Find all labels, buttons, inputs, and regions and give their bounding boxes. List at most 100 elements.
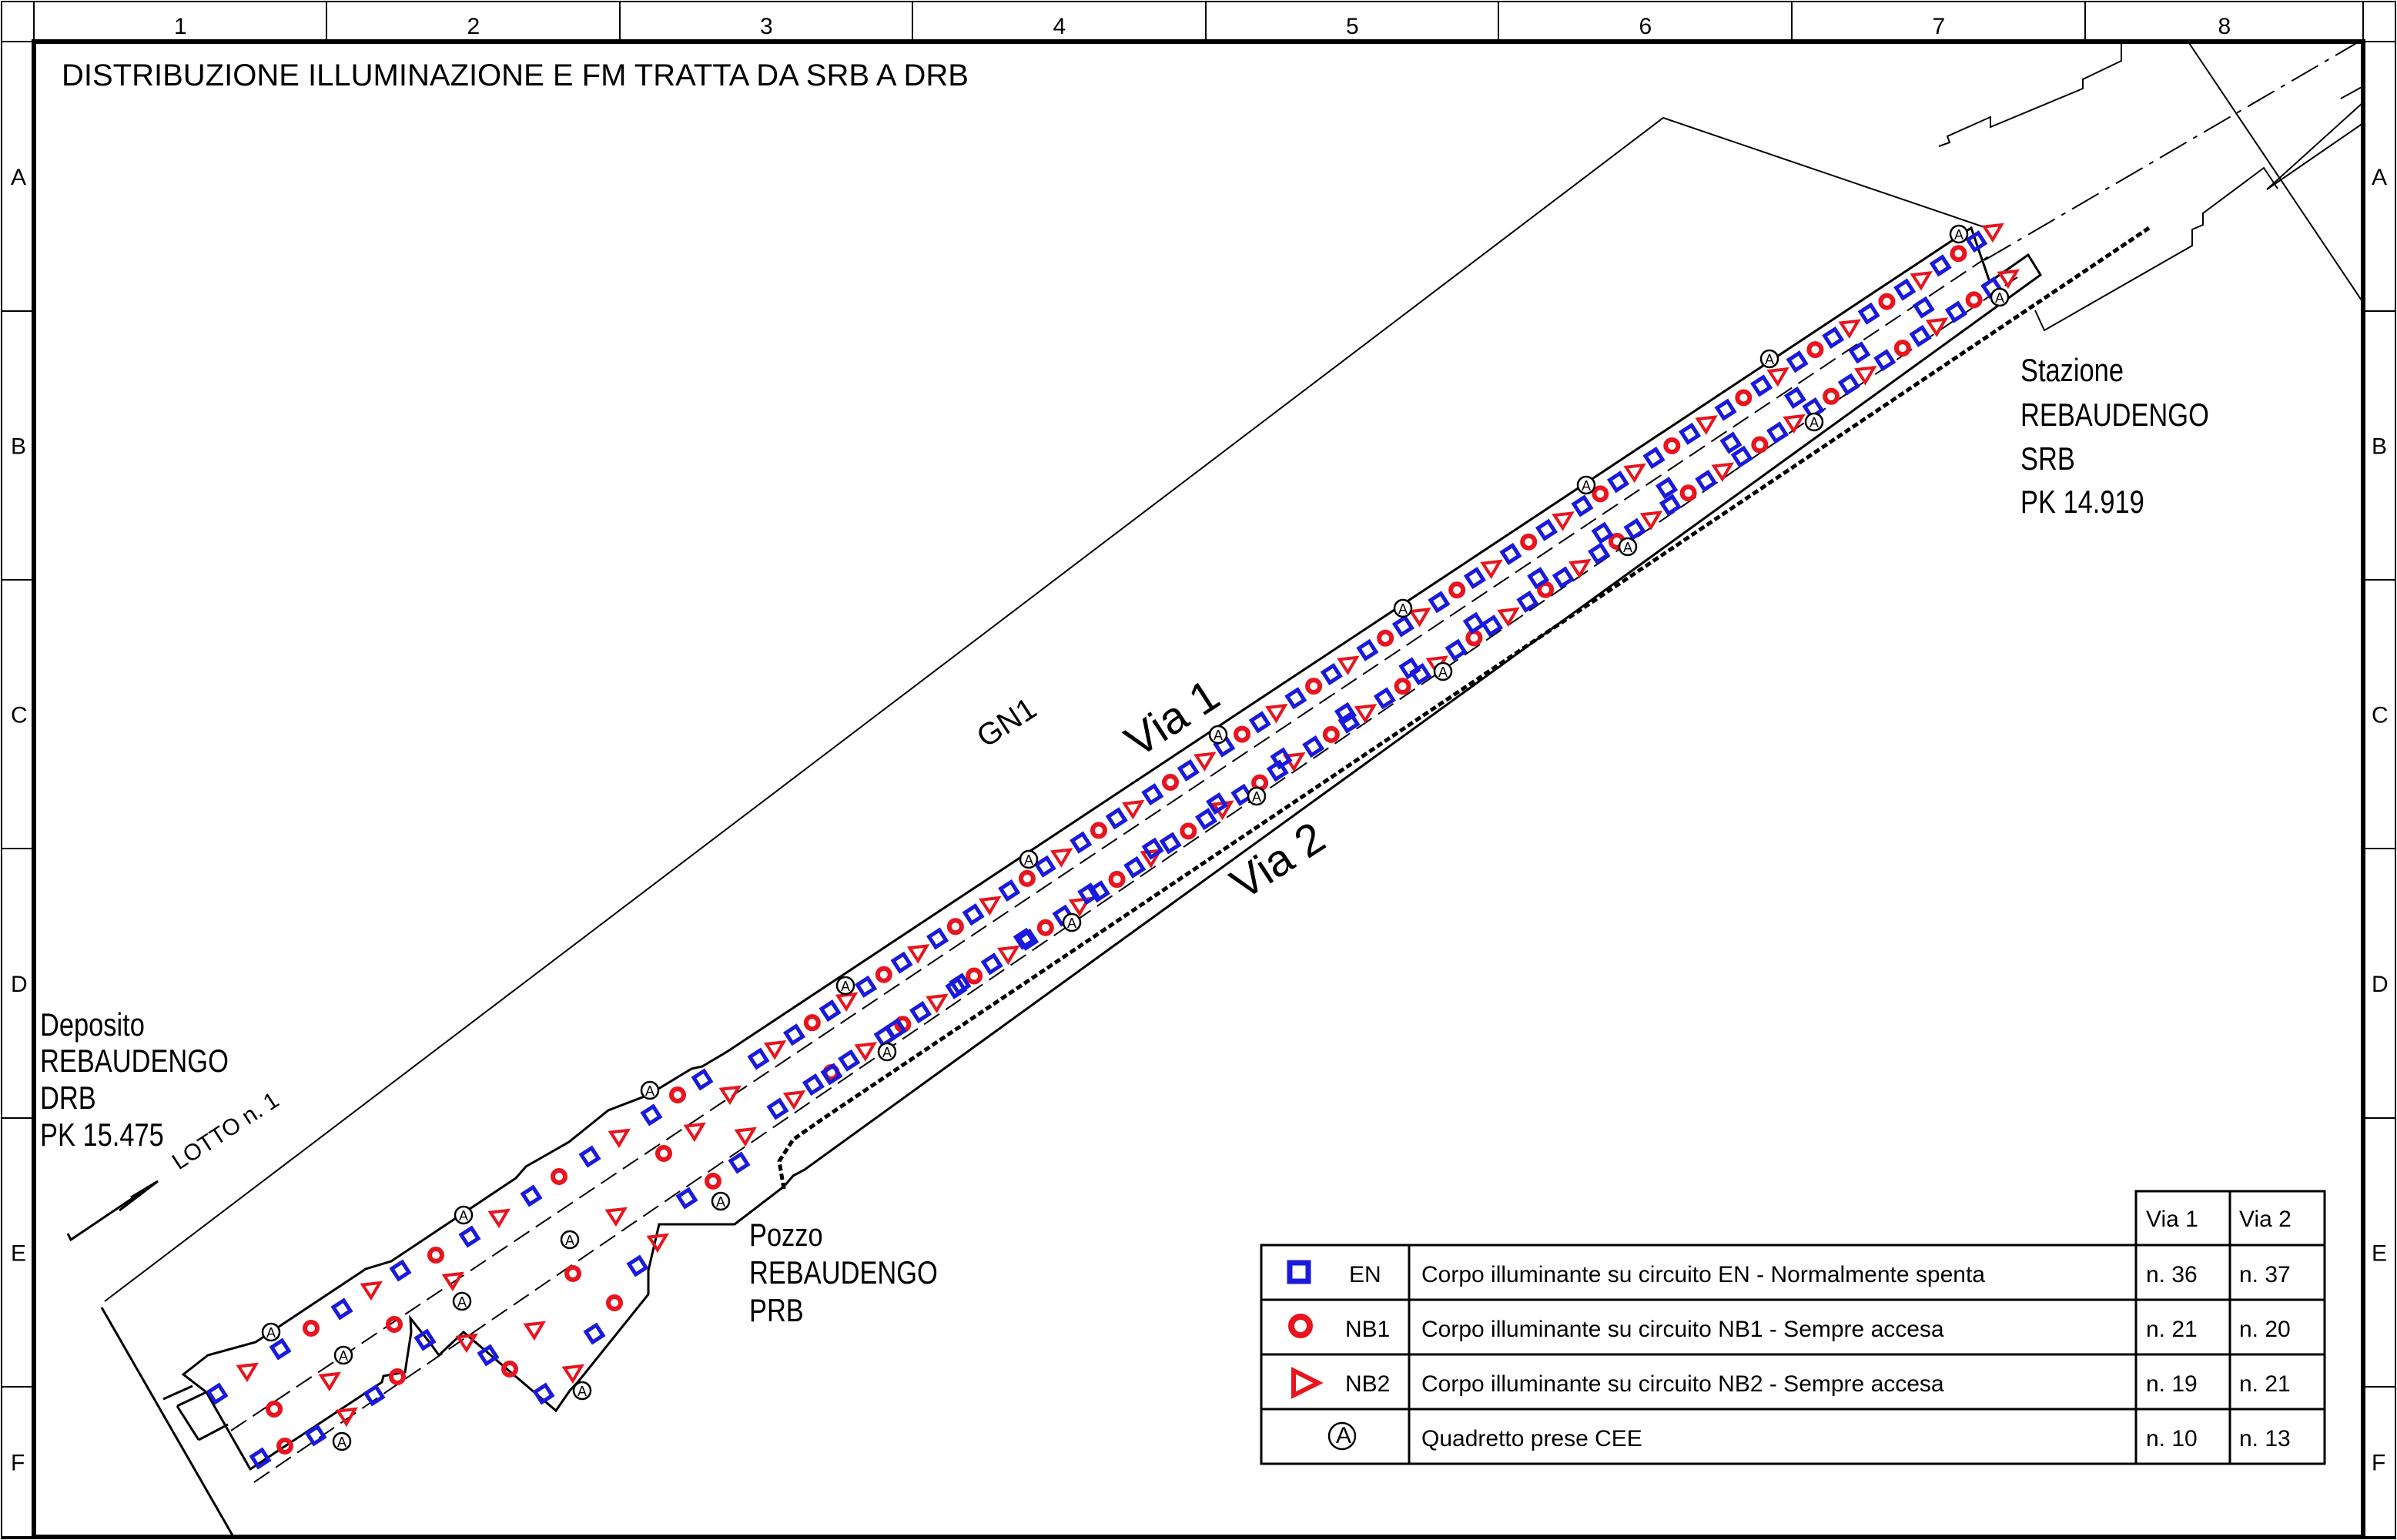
en-fixture-icon <box>1391 614 1414 638</box>
svg-text:A: A <box>1954 227 1963 243</box>
nb1-fixture-icon <box>1537 581 1555 598</box>
nb1-fixture-icon <box>1322 725 1340 743</box>
en-fixture-icon <box>820 1063 843 1086</box>
en-fixture-icon <box>1912 296 1935 319</box>
en-fixture-icon <box>747 1047 770 1070</box>
a-socket-icon: A <box>333 1345 353 1365</box>
nb1-fixture-icon <box>669 1086 686 1103</box>
legend-table: Via 1 Via 2 EN Corpo illuminante su circ… <box>1260 1190 2326 1465</box>
lotto-arrow <box>66 1180 159 1242</box>
a-socket-icon: A <box>640 1080 660 1100</box>
nb1-fixture-icon <box>1394 678 1411 695</box>
en-fixture-icon <box>1141 783 1164 806</box>
en-fixture-icon <box>1481 614 1504 638</box>
nb2-fixture-icon <box>1838 319 1861 339</box>
nb1-fixture-icon <box>1108 871 1126 889</box>
en-fixture-icon <box>520 1184 543 1207</box>
grid-row-label: F <box>2372 1451 2385 1476</box>
en-fixture-icon <box>1123 855 1147 879</box>
en-fixture-icon <box>1087 880 1110 903</box>
en-fixture-icon <box>1527 567 1550 590</box>
svg-text:A: A <box>1252 789 1261 805</box>
legend-en-via1: n. 36 <box>2146 1262 2198 1287</box>
lotto-label: LOTTO n. 1 <box>168 1087 283 1175</box>
svg-text:A: A <box>1438 665 1448 680</box>
nb2-fixture-icon <box>561 1364 584 1384</box>
nb2-fixture-icon <box>1997 269 2020 290</box>
nb1-fixture-icon <box>1735 389 1753 407</box>
en-fixture-icon <box>962 903 985 926</box>
en-fixture-icon <box>884 1017 907 1040</box>
grid-column-label: 6 <box>1639 14 1652 39</box>
svg-text:A: A <box>1995 290 2004 306</box>
en-fixture-icon <box>640 1103 663 1127</box>
en-fixture-icon <box>998 879 1021 902</box>
nb1-fixture-icon <box>1305 678 1323 695</box>
en-fixture-icon <box>855 975 878 998</box>
en-fixture-icon <box>1766 421 1789 444</box>
nb2-fixture-icon <box>1265 703 1288 724</box>
en-fixture-icon <box>1105 807 1128 830</box>
en-fixture-icon <box>1033 855 1056 878</box>
grid-column-labels: 1 2 3 4 5 6 7 8 <box>174 14 2231 39</box>
en-fixture-icon <box>1659 494 1682 517</box>
a-socket-icon: A <box>1433 661 1453 681</box>
en-fixture-icon <box>1837 373 1860 396</box>
en-fixture-icon <box>1070 831 1093 854</box>
en-fixture-icon <box>1965 230 1988 253</box>
legend-desc-en: Corpo illuminante su circuito EN - Norma… <box>1421 1262 1985 1287</box>
a-socket-icon: A <box>1949 224 1969 244</box>
en-fixture-icon <box>949 973 972 996</box>
grid-column-label: 3 <box>760 14 773 39</box>
en-fixture-icon <box>1857 302 1880 325</box>
deposito-line-2: REBAUDENGO <box>40 1043 229 1080</box>
nb2-fixture-icon <box>608 1128 631 1149</box>
en-fixture-icon <box>819 999 842 1023</box>
en-fixture-icon <box>909 1001 932 1024</box>
nb1-fixture-icon <box>276 1438 293 1455</box>
en-fixture-icon <box>1013 927 1036 950</box>
en-fixture-icon <box>626 1254 649 1277</box>
en-fixture-icon <box>1177 758 1200 782</box>
deposito-line-3: DRB <box>40 1080 96 1116</box>
grid-row-label: E <box>11 1241 26 1267</box>
grid-column-label: 2 <box>467 14 480 39</box>
grid-row-label: A <box>2372 165 2387 190</box>
pozzo-line-3: PRB <box>749 1293 804 1329</box>
track-centerlines <box>230 252 2018 1483</box>
nb1-fixture-icon <box>266 1401 283 1418</box>
legend-desc-cee: Quadretto prese CEE <box>1421 1426 1642 1451</box>
legend-header-via2: Via 2 <box>2239 1207 2292 1232</box>
circle-icon <box>1288 1314 1313 1338</box>
nb2-fixture-icon <box>734 1127 757 1147</box>
nb1-fixture-icon <box>803 1014 821 1032</box>
en-fixture-icon <box>269 1337 292 1361</box>
legend-cee-via2: n. 13 <box>2239 1426 2291 1451</box>
svg-text:A: A <box>645 1083 654 1099</box>
nb1-fixture-icon <box>501 1361 518 1378</box>
nb1-fixture-icon <box>1893 340 1911 357</box>
svg-text:A: A <box>1336 1423 1351 1448</box>
nb1-fixture-icon <box>1592 485 1609 503</box>
svg-text:A: A <box>565 1233 574 1248</box>
svg-text:A: A <box>457 1294 467 1310</box>
existing-structures <box>104 38 2364 1302</box>
nb1-fixture-icon <box>1018 869 1036 887</box>
nb1-fixture-icon <box>1036 919 1054 936</box>
deposito-line-4: PK 15.475 <box>40 1117 164 1153</box>
nb2-fixture-icon <box>360 1281 383 1301</box>
en-fixture-icon <box>1552 566 1575 589</box>
nb1-fixture-icon <box>1180 822 1197 840</box>
en-fixture-icon <box>249 1447 272 1470</box>
nb1-fixture-icon <box>1162 774 1179 791</box>
nb2-fixture-icon <box>1854 366 1877 386</box>
nb1-fixture-icon <box>303 1320 320 1337</box>
legend-cee-via1: n. 10 <box>2146 1426 2198 1451</box>
en-fixture-icon <box>1679 422 1702 445</box>
grid-column-label: 7 <box>1933 14 1946 39</box>
en-fixture-icon <box>766 1097 789 1120</box>
en-fixture-icon <box>1750 374 1773 397</box>
nb1-fixture-icon <box>1465 629 1483 647</box>
en-fixture-icon <box>413 1328 437 1351</box>
a-socket-icon: A <box>454 1205 474 1225</box>
